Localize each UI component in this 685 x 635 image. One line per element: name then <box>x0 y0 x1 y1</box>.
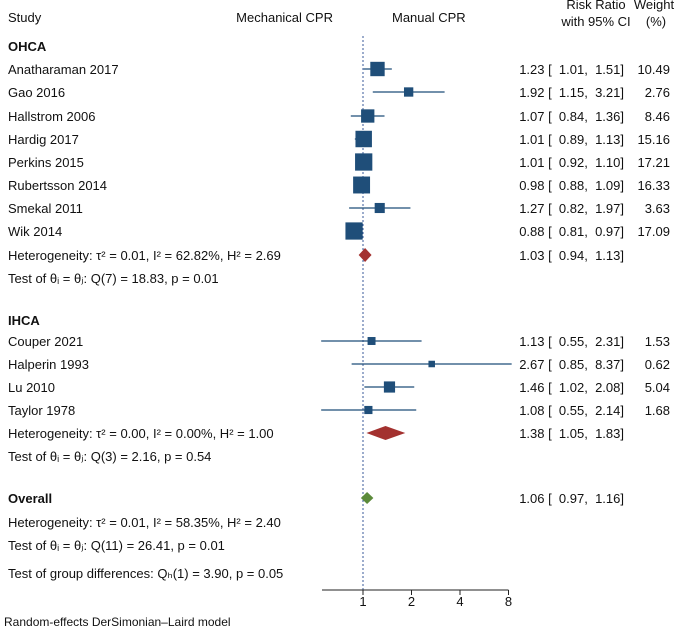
x-tick-label: 1 <box>359 594 366 609</box>
group-title-ihca: IHCA <box>8 313 40 328</box>
study-marker <box>428 360 435 368</box>
risk-ratio-ci: 1.46 [ 1.02, 2.08] <box>519 380 624 395</box>
study-name: Wik 2014 <box>8 224 62 239</box>
risk-ratio-ci: 1.01 [ 0.89, 1.13] <box>519 132 624 147</box>
study-marker <box>353 176 371 194</box>
weight-value: 10.49 <box>637 62 670 77</box>
risk-ratio-ci: 1.92 [ 1.15, 3.21] <box>519 85 624 100</box>
risk-ratio-ci: 0.98 [ 0.88, 1.09] <box>519 178 624 193</box>
weight-value: 8.46 <box>645 109 670 124</box>
study-marker <box>367 337 376 345</box>
header-weight: Weight <box>634 0 675 12</box>
risk-ratio-ci: 1.07 [ 0.84, 1.36] <box>519 109 624 124</box>
header-study: Study <box>8 10 42 25</box>
test-text: Test of θᵢ = θⱼ: Q(3) = 2.16, p = 0.54 <box>8 449 211 464</box>
x-tick-label: 4 <box>456 594 463 609</box>
risk-ratio-ci: 1.23 [ 1.01, 1.51] <box>519 62 624 77</box>
study-marker <box>364 405 373 415</box>
study-name: Hallstrom 2006 <box>8 109 95 124</box>
header-weight-unit: (%) <box>646 14 666 29</box>
overall-test: Test of θᵢ = θⱼ: Q(11) = 26.41, p = 0.01 <box>8 538 225 553</box>
study-marker <box>374 202 385 214</box>
pooled-ci: 1.03 [ 0.94, 1.13] <box>519 248 624 263</box>
study-name: Gao 2016 <box>8 85 65 100</box>
overall-title: Overall <box>8 491 52 506</box>
study-name: Taylor 1978 <box>8 403 75 418</box>
study-name: Rubertsson 2014 <box>8 178 107 193</box>
group-title-ohca: OHCA <box>8 39 47 54</box>
header-risk-ratio: Risk Ratio <box>566 0 625 12</box>
x-tick-label: 8 <box>505 594 512 609</box>
study-name: Couper 2021 <box>8 334 83 349</box>
header-ci: with 95% CI <box>560 14 630 29</box>
pooled-ci: 1.38 [ 1.05, 1.83] <box>519 426 624 441</box>
header-left-label: Mechanical CPR <box>236 10 333 25</box>
study-marker <box>345 222 363 240</box>
study-marker <box>403 87 414 97</box>
study-name: Halperin 1993 <box>8 357 89 372</box>
overall-diamond <box>360 492 374 504</box>
study-marker <box>383 381 396 393</box>
study-name: Smekal 2011 <box>8 201 83 216</box>
study-marker <box>355 130 372 148</box>
model-note: Random-effects DerSimonian–Laird model <box>4 615 231 629</box>
weight-value: 2.76 <box>645 85 670 100</box>
study-marker <box>370 61 385 77</box>
weight-value: 1.53 <box>645 334 670 349</box>
weight-value: 0.62 <box>645 357 670 372</box>
header-right-label: Manual CPR <box>392 10 466 25</box>
study-marker <box>361 109 375 123</box>
weight-value: 17.09 <box>637 224 670 239</box>
risk-ratio-ci: 1.27 [ 0.82, 1.97] <box>519 201 624 216</box>
weight-value: 5.04 <box>645 380 670 395</box>
risk-ratio-ci: 1.13 [ 0.55, 2.31] <box>519 334 624 349</box>
risk-ratio-ci: 2.67 [ 0.85, 8.37] <box>519 357 624 372</box>
x-tick-label: 2 <box>408 594 415 609</box>
heterogeneity-text: Heterogeneity: τ² = 0.01, I² = 62.82%, H… <box>8 248 281 263</box>
overall-heterogeneity: Heterogeneity: τ² = 0.01, I² = 58.35%, H… <box>8 515 281 530</box>
subgroup-diamond <box>358 248 372 262</box>
study-name: Hardig 2017 <box>8 132 79 147</box>
study-name: Anatharaman 2017 <box>8 62 119 77</box>
weight-value: 16.33 <box>637 178 670 193</box>
test-text: Test of θᵢ = θⱼ: Q(7) = 18.83, p = 0.01 <box>8 271 219 286</box>
study-name: Perkins 2015 <box>8 155 84 170</box>
heterogeneity-text: Heterogeneity: τ² = 0.00, I² = 0.00%, H²… <box>8 426 274 441</box>
overall-ci: 1.06 [ 0.97, 1.16] <box>519 491 624 506</box>
study-name: Lu 2010 <box>8 380 55 395</box>
study-marker <box>355 153 373 171</box>
group-differences-test: Test of group differences: Qₕ(1) = 3.90,… <box>8 566 283 581</box>
weight-value: 17.21 <box>637 155 670 170</box>
risk-ratio-ci: 1.08 [ 0.55, 2.14] <box>519 403 624 418</box>
risk-ratio-ci: 0.88 [ 0.81, 0.97] <box>519 224 624 239</box>
weight-value: 3.63 <box>645 201 670 216</box>
weight-value: 15.16 <box>637 132 670 147</box>
weight-value: 1.68 <box>645 403 670 418</box>
subgroup-diamond <box>366 426 406 440</box>
risk-ratio-ci: 1.01 [ 0.92, 1.10] <box>519 155 624 170</box>
